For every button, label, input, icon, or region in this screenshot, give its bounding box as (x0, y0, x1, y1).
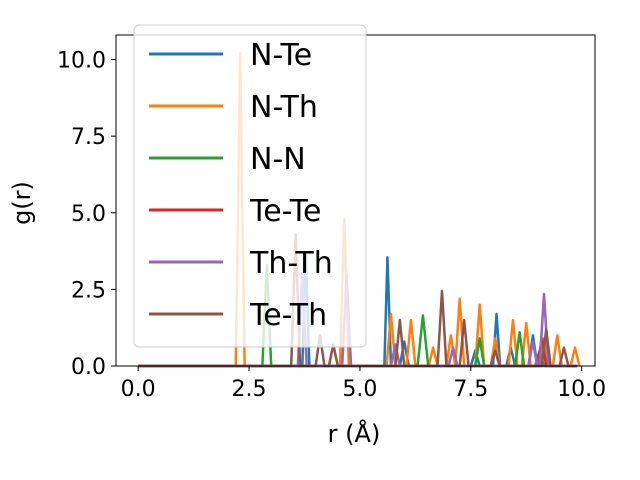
x-tick-label: 5.0 (342, 377, 377, 402)
x-axis-label: r (Å) (328, 419, 381, 448)
y-tick-label: 7.5 (71, 125, 106, 150)
legend-label: Te-Th (249, 298, 327, 333)
legend-label: N-Te (250, 38, 312, 73)
x-tick-label: 10.0 (557, 377, 606, 402)
axes-layer: 0.0 2.5 5.0 7.5 10.0 0.0 2.5 5.0 7.5 10.0 (57, 34, 606, 402)
y-tick-label: 0.0 (71, 355, 106, 380)
legend-label: N-Th (250, 90, 318, 125)
y-tick-label: 10.0 (57, 49, 106, 74)
y-tick-label: 5.0 (71, 202, 106, 227)
legend-label: Te-Te (249, 194, 321, 229)
legend: N-Te N-Th N-N Te-Te Th-Th Te-Th (133, 24, 367, 348)
y-axis-label: g(r) (8, 181, 36, 225)
x-tick-label: 2.5 (232, 377, 267, 402)
y-tick-label: 2.5 (71, 278, 106, 303)
legend-label: Th-Th (249, 246, 333, 281)
legend-label: N-N (250, 142, 306, 177)
x-tick-label: 0.0 (121, 377, 156, 402)
x-tick-label: 7.5 (453, 377, 488, 402)
